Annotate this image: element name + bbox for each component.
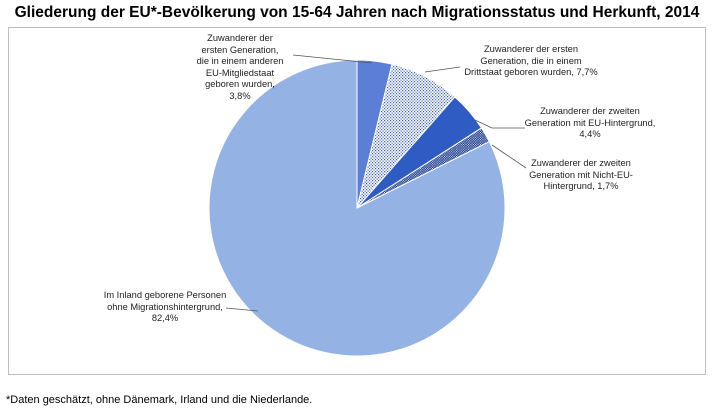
slice-label-3: Zuwanderer der zweiten Generation mit Ni… <box>529 158 633 192</box>
leader-line-slice-2 <box>474 119 525 129</box>
chart-title: Gliederung der EU*-Bevölkerung von 15-64… <box>14 4 700 21</box>
slice-label-0: Zuwanderer der ersten Generation, die in… <box>196 33 284 101</box>
leader-line-slice-0 <box>292 54 373 64</box>
leader-line-slice-3 <box>491 144 527 169</box>
slice-label-2: Zuwanderer der zweiten Generation mit EU… <box>524 106 656 140</box>
chart-frame <box>8 27 706 375</box>
leader-line-slice-4 <box>225 307 259 312</box>
footnote: *Daten geschätzt, ohne Dänemark, Irland … <box>6 394 313 406</box>
slice-label-4: Im Inland geborene Personen ohne Migrati… <box>103 290 227 324</box>
slice-label-1: Zuwanderer der ersten Generation, die in… <box>464 44 598 78</box>
leader-line-slice-1 <box>424 66 461 73</box>
pie-slice-4 <box>208 59 506 357</box>
